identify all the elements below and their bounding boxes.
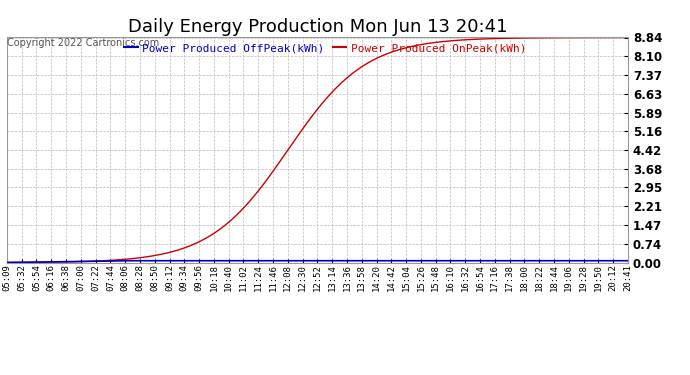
Text: Copyright 2022 Cartronics.com: Copyright 2022 Cartronics.com [7, 38, 159, 48]
Title: Daily Energy Production Mon Jun 13 20:41: Daily Energy Production Mon Jun 13 20:41 [128, 18, 507, 36]
Legend: Power Produced OffPeak(kWh), Power Produced OnPeak(kWh): Power Produced OffPeak(kWh), Power Produ… [124, 43, 526, 53]
